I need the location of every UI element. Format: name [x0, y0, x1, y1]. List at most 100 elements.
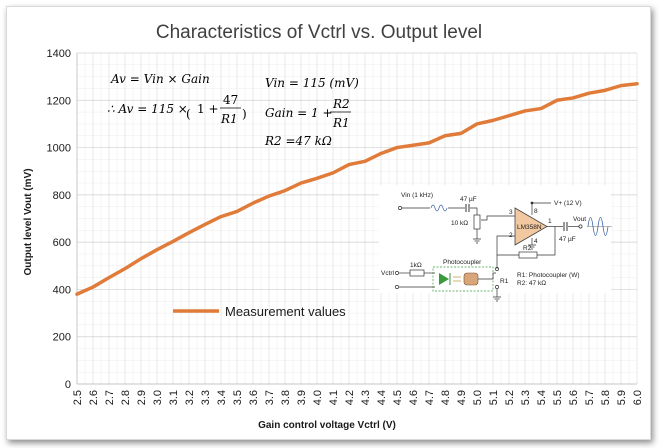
line-chart: Characteristics of Vctrl vs. Output leve… [7, 7, 650, 439]
x-tick-label: 5.0 [472, 390, 484, 405]
chart-title: Characteristics of Vctrl vs. Output leve… [156, 22, 482, 43]
legend: Measurement values [173, 304, 346, 319]
data-point [155, 248, 159, 251]
data-point [347, 163, 351, 166]
supply-label: V+ (12 V) [554, 200, 582, 207]
data-point [555, 99, 559, 102]
y-tick-label: 0 [65, 379, 71, 391]
pin1-label: 1 [548, 218, 552, 225]
data-point [395, 146, 399, 149]
data-point [587, 91, 591, 95]
x-tick-label: 3.5 [232, 390, 244, 405]
data-point [379, 152, 383, 155]
data-point [171, 240, 175, 243]
x-tick-label: 4.7 [424, 390, 436, 405]
ground-3 [493, 289, 501, 302]
circuit-schematic: Vin (1 kHz) 47 µF 10 kΩ 3 2 LM358N 8 4 1… [379, 185, 612, 302]
note-r2: R2: 47 kΩ [517, 280, 546, 287]
x-tick-label: 3.3 [200, 390, 212, 405]
equations: Av = Vin × Gain ∴ Av = 115 × ( 1 + 47 R1… [107, 72, 359, 148]
data-point [619, 84, 623, 87]
x-tick-label: 5.6 [568, 390, 580, 405]
r1-terminal-top [495, 267, 499, 271]
x-tick-label: 4.2 [344, 390, 356, 405]
x-tick-label: 4.0 [312, 390, 324, 405]
pin8-label: 8 [534, 208, 538, 215]
data-point [539, 107, 543, 110]
vout-terminal [578, 224, 583, 229]
vin-label: Vin (1 kHz) [401, 192, 433, 199]
paren-open: ( [186, 107, 191, 121]
data-point [523, 109, 527, 113]
data-point [299, 181, 303, 185]
data-point [363, 160, 367, 163]
x-tick-label: 5.7 [584, 390, 596, 405]
y-tick-labels: 0 200 400 600 800 1000 1200 1400 [47, 48, 71, 391]
x-tick-label: 2.5 [72, 390, 84, 405]
data-point [283, 189, 287, 192]
data-point [331, 171, 335, 175]
equation-r2: R2 =47 kΩ [264, 134, 332, 148]
data-point [427, 141, 431, 145]
data-point [571, 96, 575, 100]
x-tick-label: 5.8 [600, 390, 612, 405]
x-tick-label: 5.5 [552, 390, 564, 405]
x-tick-label: 4.8 [440, 390, 452, 405]
ground-1 [473, 229, 481, 244]
res-1k-label: 1kΩ [410, 262, 422, 269]
data-point [139, 257, 143, 260]
equation-gain-prefix: Gain = 1 + [265, 106, 333, 120]
x-tick-label: 4.3 [360, 390, 372, 405]
opamp [514, 207, 548, 246]
equation-av-den: R1 [220, 112, 238, 126]
note-r1: R1: Photocoupler (W) [517, 272, 580, 279]
legend-label: Measurement values [225, 304, 346, 319]
y-tick-label: 800 [53, 190, 71, 202]
equation-gain-den: R1 [332, 116, 350, 130]
pin4-label: 4 [534, 238, 538, 245]
pin2-label: 2 [509, 232, 513, 239]
supply-node [530, 201, 534, 205]
x-tick-label: 4.9 [456, 390, 468, 405]
x-tick-label: 3.8 [280, 390, 292, 405]
pot-label: 10 kΩ [451, 220, 468, 227]
data-point [411, 144, 415, 147]
x-tick-label: 2.6 [88, 390, 100, 405]
x-tick-label: 4.6 [408, 390, 420, 405]
data-point [187, 231, 191, 234]
y-tick-label: 1200 [47, 95, 71, 107]
data-point [603, 89, 607, 92]
data-point [475, 122, 479, 126]
x-tick-label: 5.3 [520, 390, 532, 405]
data-point [251, 201, 255, 205]
equation-av-calc-one: 1 + [197, 102, 219, 116]
y-tick-label: 1400 [47, 48, 71, 60]
r1-label: R1 [500, 278, 509, 285]
vin-terminal [398, 206, 402, 210]
x-tick-label: 3.9 [296, 390, 308, 405]
pin3-label: 3 [509, 209, 513, 216]
data-point [491, 119, 495, 122]
led-diode [439, 273, 449, 285]
res-1k [409, 269, 425, 277]
x-tick-label: 3.0 [152, 390, 164, 405]
x-tick-label: 5.2 [504, 390, 516, 405]
equation-gain-num: R2 [332, 97, 350, 111]
vctrl-terminal [395, 271, 399, 275]
y-tick-label: 200 [53, 332, 71, 344]
feedback-wire [496, 226, 556, 256]
x-tick-label: 4.4 [376, 390, 388, 405]
x-tick-label: 3.6 [248, 390, 260, 405]
x-tick-label: 6.0 [632, 390, 644, 405]
x-tick-label: 2.7 [104, 390, 116, 405]
vout-signal-wave [587, 217, 609, 236]
equation-av-definition: Av = Vin × Gain [110, 72, 210, 86]
data-point [235, 210, 239, 213]
y-axis-label: Output level Vout (mV) [23, 168, 34, 275]
data-point [635, 82, 639, 85]
equation-av-calc-prefix: ∴ Av = 115 × [107, 102, 188, 116]
cap2-label: 47 µF [559, 236, 576, 243]
r1-terminal-bottom [495, 285, 499, 289]
x-tick-label: 2.8 [120, 390, 132, 405]
x-tick-label: 4.1 [328, 390, 340, 405]
